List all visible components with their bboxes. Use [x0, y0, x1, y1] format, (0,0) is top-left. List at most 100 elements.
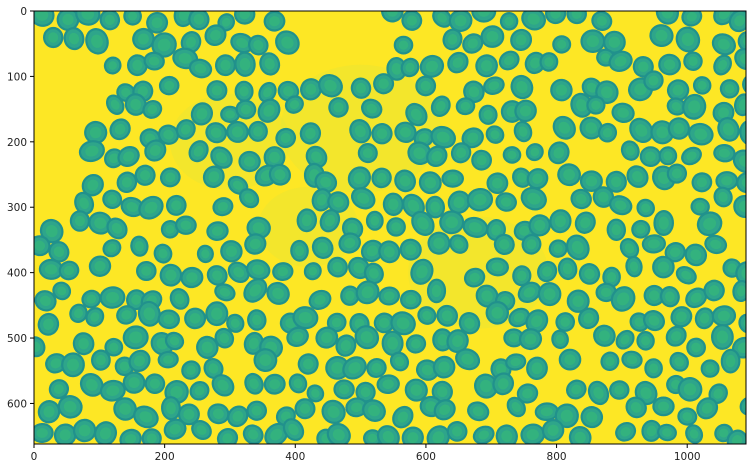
cell [84, 120, 108, 145]
cell [134, 164, 156, 186]
cell [433, 399, 456, 421]
cell [404, 378, 428, 402]
cell [360, 239, 384, 263]
cell [189, 381, 210, 401]
y-tick-label: 500 [7, 333, 27, 345]
cell [103, 56, 122, 75]
cell [275, 30, 300, 55]
cell [474, 373, 498, 399]
cell [371, 123, 393, 145]
cell [400, 289, 422, 310]
cell [350, 77, 372, 99]
cell [675, 26, 701, 53]
cell [203, 357, 224, 380]
x-axis: 0 200 400 600 800 1000 [31, 444, 701, 463]
x-tick-label: 600 [416, 451, 436, 463]
cell [541, 419, 565, 442]
cell [537, 282, 562, 307]
cell [191, 419, 212, 441]
cell [688, 122, 714, 146]
cell [181, 360, 201, 380]
cell [665, 325, 687, 347]
cell [327, 256, 348, 278]
cell [600, 351, 620, 372]
cell [355, 280, 380, 305]
cell [550, 78, 573, 102]
cell [63, 27, 85, 51]
cell [188, 58, 213, 79]
cell [333, 379, 355, 400]
cell [602, 30, 626, 54]
cell [106, 217, 128, 240]
cell [290, 239, 309, 262]
cell [521, 11, 546, 31]
x-tick-label: 200 [155, 451, 175, 463]
cell [686, 337, 706, 358]
cell [636, 331, 655, 351]
cell [446, 421, 468, 442]
cell [517, 281, 542, 303]
cell [85, 307, 105, 327]
cell [275, 127, 297, 149]
cell [48, 241, 70, 263]
cell [641, 234, 666, 254]
cell [378, 286, 400, 306]
cell [426, 425, 451, 444]
cell [297, 353, 319, 375]
cell [426, 145, 448, 167]
cell [442, 28, 463, 51]
cell [389, 351, 410, 372]
cell [226, 120, 249, 143]
cell [410, 258, 434, 285]
cell [739, 396, 746, 416]
cell [441, 169, 464, 188]
cell [565, 234, 590, 261]
cell [109, 118, 131, 141]
cell [720, 348, 741, 374]
cell [551, 329, 569, 349]
cell [518, 328, 543, 351]
cell [593, 324, 616, 347]
cell [655, 11, 679, 25]
cell [549, 209, 572, 234]
cell [72, 418, 97, 443]
cell [557, 257, 578, 281]
cell [196, 244, 214, 264]
cell [180, 31, 202, 54]
cell [58, 260, 80, 281]
cell [206, 265, 228, 286]
cell [247, 309, 267, 331]
cell [75, 11, 101, 26]
cell [214, 327, 235, 349]
cell [175, 119, 196, 140]
cell [558, 348, 582, 371]
cell [263, 373, 286, 395]
y-tick-label: 200 [7, 137, 27, 149]
y-axis: 0 100 200 300 400 500 600 [7, 6, 34, 410]
cell [102, 239, 122, 258]
cell [57, 395, 83, 419]
cell [248, 120, 268, 142]
cell [534, 402, 559, 422]
cell [463, 267, 486, 288]
cell [580, 406, 604, 429]
cell [401, 11, 423, 31]
cell [658, 53, 681, 76]
cell [539, 52, 559, 72]
cell [692, 76, 712, 95]
cell-layer [34, 11, 746, 444]
y-tick-label: 100 [7, 71, 27, 83]
cell [419, 54, 445, 78]
cell [524, 51, 546, 75]
cell [597, 122, 618, 143]
cell [180, 266, 204, 289]
cell [153, 243, 173, 264]
cell [611, 102, 635, 124]
cell [643, 70, 664, 91]
cell [141, 428, 162, 444]
cell [56, 11, 80, 31]
cell [169, 288, 190, 310]
cell [394, 169, 416, 193]
cell [373, 73, 395, 95]
cell [207, 403, 230, 425]
